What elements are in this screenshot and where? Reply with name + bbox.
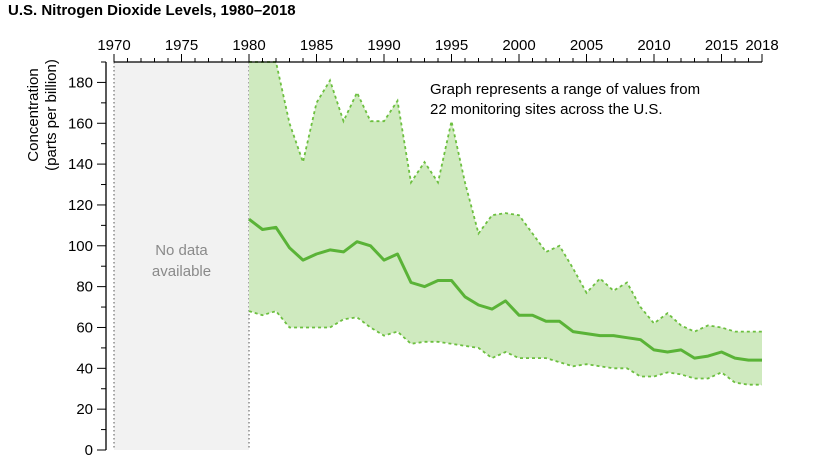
y-axis-label-line: (parts per billion): [43, 59, 60, 171]
chart-text: Graph represents a range of values from 2…: [430, 81, 700, 118]
chart-title: U.S. Nitrogen Dioxide Levels, 1980–2018: [8, 2, 296, 19]
x-tick-label: 1980: [232, 37, 265, 54]
y-tick-label: 100: [68, 238, 93, 255]
y-axis-label: Concentration(parts per billion): [25, 59, 60, 171]
y-tick-label: 20: [76, 401, 93, 418]
axes: 1970 1975 1980 1985 1990 1995 2000 2005 2010 2015…: [25, 37, 779, 459]
x-tick-label: 2018: [745, 37, 778, 54]
no-data-label-line: No data: [155, 242, 208, 259]
annotation-line: 22 monitoring sites across the U.S.: [430, 101, 663, 118]
y-tick-label: 140: [68, 156, 93, 173]
no-data-region: No data available: [113, 62, 250, 450]
annotation-line: Graph represents a range of values from: [430, 81, 700, 98]
y-tick-label: 120: [68, 197, 93, 214]
x-tick-label: 2000: [502, 37, 535, 54]
x-tick-label: 2005: [570, 37, 603, 54]
upper-bound-line: [249, 61, 762, 333]
mean-line: [248, 218, 762, 362]
mean-series-line: [248, 218, 762, 362]
y-tick-label: 60: [76, 319, 93, 336]
range-band-fill: [249, 62, 762, 385]
y-tick-label: 0: [85, 442, 93, 459]
range-band: [248, 61, 762, 386]
x-tick-label: 1985: [300, 37, 333, 54]
y-tick-label: 160: [68, 115, 93, 132]
y-axis-label-line: Concentration: [25, 68, 42, 161]
y-tick-label: 40: [76, 360, 93, 377]
no-data-rect: [114, 62, 249, 450]
no-data-label-line: available: [152, 263, 211, 280]
x-tick-label: 1990: [367, 37, 400, 54]
y-tick-label: 180: [68, 74, 93, 91]
x-tick-label: 1995: [435, 37, 468, 54]
x-tick-label: 1975: [165, 37, 198, 54]
y-tick-label: 80: [76, 279, 93, 296]
x-tick-label: 2010: [637, 37, 670, 54]
lower-bound-line: [248, 310, 762, 386]
x-tick-label: 1970: [97, 37, 130, 54]
x-tick-label: 2015: [705, 37, 738, 54]
